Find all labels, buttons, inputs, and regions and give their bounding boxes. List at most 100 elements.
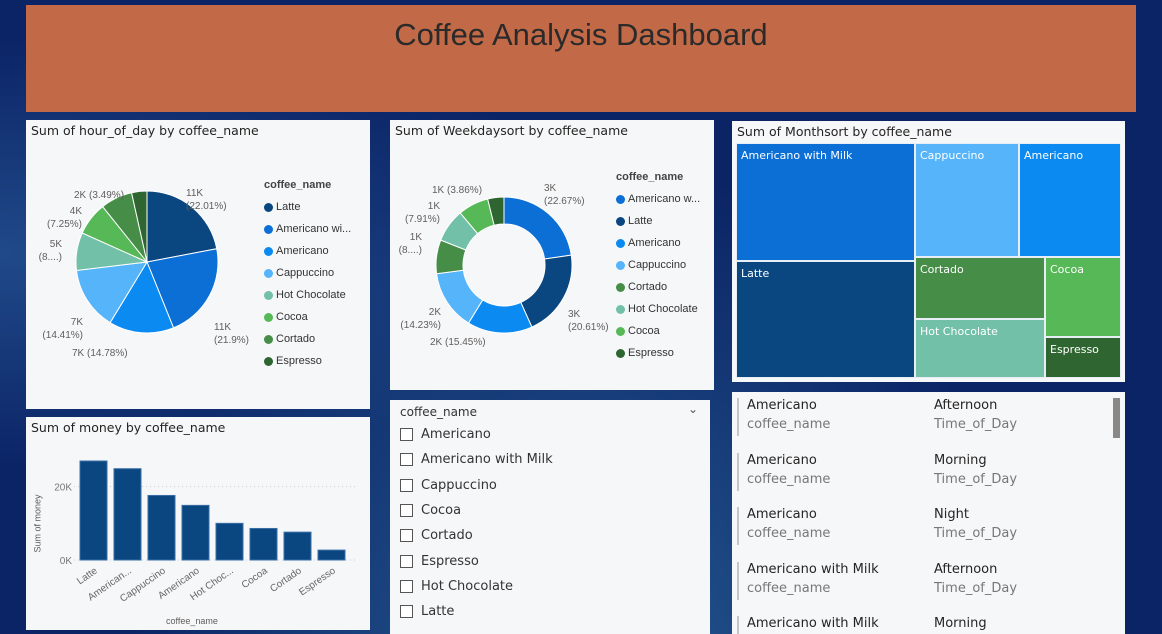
data-label: 4K (7.25%)	[46, 206, 82, 230]
checkbox[interactable]	[400, 605, 413, 619]
treemap-tile[interactable]: Americano	[1019, 143, 1121, 257]
treemap-tile[interactable]: Hot Chocolate	[915, 319, 1045, 378]
x-tick-label: Espresso	[297, 565, 338, 598]
data-label: 1K (3.86%)	[432, 185, 483, 196]
slicer-option[interactable]: Cocoa	[400, 503, 461, 518]
donut-chart-weekdaysort[interactable]: Sum of Weekdaysort by coffee_name 3K (22…	[390, 120, 714, 390]
slice-latte[interactable]	[146, 190, 218, 263]
card-row: Americano with Milkcoffee_nameMorningTim…	[737, 616, 1107, 634]
coffee-name-value: Americano	[747, 507, 817, 522]
legend-label: Americano	[276, 245, 329, 257]
checkbox[interactable]	[400, 579, 413, 593]
coffee-name-value: Americano	[747, 398, 817, 413]
slice-espresso[interactable]	[130, 190, 148, 263]
scrollbar[interactable]	[1113, 398, 1120, 438]
slicer-option[interactable]: Latte	[400, 604, 454, 619]
bar[interactable]	[283, 531, 312, 561]
pie-chart-hour-of-day[interactable]: Sum of hour_of_day by coffee_name 11K (2…	[26, 120, 370, 409]
slicer-option[interactable]: Espresso	[400, 554, 479, 569]
card-row: Americano coffee_name Afternoon Time_of_Day	[737, 398, 1107, 436]
legend-label: Americano wi...	[276, 223, 352, 235]
option-label: Americano with Milk	[421, 452, 553, 468]
legend-label: Cocoa	[276, 311, 308, 323]
legend-marker-icon	[616, 238, 625, 248]
legend-item[interactable]: Cappuccino	[616, 254, 700, 276]
y-tick-label: 20K	[54, 483, 72, 494]
bar[interactable]	[147, 494, 176, 561]
page-title: Coffee Analysis Dashboard	[394, 17, 768, 52]
legend-item[interactable]: Americano w...	[616, 188, 700, 210]
bar[interactable]	[79, 460, 108, 561]
legend-label: Espresso	[276, 355, 322, 367]
checkbox[interactable]	[400, 503, 413, 517]
checkbox[interactable]	[400, 453, 413, 467]
data-label: 2K (3.49%)	[74, 190, 125, 201]
y-axis-label: Sum of money	[32, 494, 43, 553]
legend-marker-icon	[616, 326, 625, 336]
slicer-option[interactable]: Americano with Milk	[400, 452, 553, 467]
legend-marker-icon	[616, 304, 625, 314]
legend-item[interactable]: Cortado	[264, 328, 351, 350]
treemap-monthsort[interactable]: Sum of Monthsort by coffee_name American…	[732, 121, 1125, 382]
treemap-tile[interactable]: Latte	[736, 261, 915, 378]
coffee-name-value: Americano	[747, 452, 817, 468]
time-of-day-value: Afternoon	[934, 561, 998, 577]
checkbox[interactable]	[400, 428, 413, 441]
chart-title: Sum of money by coffee_name	[31, 420, 226, 435]
x-tick-label: Cocoa	[240, 565, 270, 591]
checkbox[interactable]	[400, 478, 413, 492]
checkbox[interactable]	[400, 529, 413, 543]
slice-latte[interactable]	[520, 254, 573, 328]
legend-item[interactable]: Americano wi...	[264, 218, 351, 240]
legend-item[interactable]: Americano	[264, 240, 351, 262]
time-of-day-value: Night	[934, 507, 969, 522]
legend-marker-icon	[616, 348, 625, 358]
legend-item[interactable]: Cocoa	[616, 320, 700, 342]
slicer-option[interactable]: Cortado	[400, 528, 473, 543]
legend-item[interactable]: Americano	[616, 232, 700, 254]
data-label: 2K (14.23%)	[400, 307, 441, 331]
treemap-tile[interactable]: Cocoa	[1045, 257, 1121, 337]
treemap-tile[interactable]: Cortado	[915, 257, 1045, 319]
slice-espresso[interactable]	[487, 196, 505, 226]
legend-label: Cocoa	[628, 325, 660, 337]
data-label: 1K (8....)	[398, 232, 422, 256]
legend-item[interactable]: Espresso	[616, 342, 700, 364]
slice-americano[interactable]	[109, 260, 175, 334]
treemap-tile[interactable]: Cappuccino	[915, 143, 1019, 257]
legend-marker-icon	[616, 194, 625, 204]
coffee-name-label: coffee_name	[747, 417, 831, 432]
legend-item[interactable]: Cappuccino	[264, 262, 351, 284]
data-label: 11K (21.9%)	[214, 322, 250, 346]
bar-chart-money[interactable]: Sum of money by coffee_name 0K 20K Latte Am…	[26, 417, 370, 630]
legend-item[interactable]: Hot Chocolate	[264, 284, 351, 306]
chevron-down-icon[interactable]: ⌄	[687, 402, 698, 416]
data-label: 3K (20.61%)	[568, 309, 609, 333]
legend-marker-icon	[264, 224, 273, 234]
time-of-day-label: Time_of_Day	[934, 471, 1018, 487]
treemap-tile[interactable]: Americano with Milk	[736, 143, 915, 261]
legend-marker-icon	[264, 202, 273, 212]
bar[interactable]	[317, 549, 346, 561]
legend-label: Hot Chocolate	[276, 289, 346, 301]
slicer-option[interactable]: Hot Chocolate	[400, 579, 513, 594]
legend-item[interactable]: Latte	[264, 196, 351, 218]
legend-item[interactable]: Espresso	[264, 350, 351, 372]
time-of-day-label: Time_of_Day	[934, 580, 1018, 596]
bar[interactable]	[181, 504, 210, 561]
slicer-option[interactable]: Cappuccino	[400, 478, 497, 493]
slice-cappuccino[interactable]	[75, 261, 148, 324]
bar[interactable]	[215, 522, 244, 561]
legend-item[interactable]: Latte	[616, 210, 700, 232]
legend-item[interactable]: Cocoa	[264, 306, 351, 328]
legend-item[interactable]: Hot Chocolate	[616, 298, 700, 320]
legend-label: Latte	[276, 201, 301, 213]
option-label: Cappuccino	[421, 477, 497, 493]
legend-item[interactable]: Cortado	[616, 276, 700, 298]
bar[interactable]	[113, 468, 142, 561]
checkbox[interactable]	[400, 554, 413, 568]
bar[interactable]	[249, 527, 278, 561]
slice-americano-with-milk[interactable]	[146, 248, 219, 329]
slicer-option[interactable]: Americano	[400, 427, 491, 442]
treemap-tile[interactable]: Espresso	[1045, 337, 1121, 378]
